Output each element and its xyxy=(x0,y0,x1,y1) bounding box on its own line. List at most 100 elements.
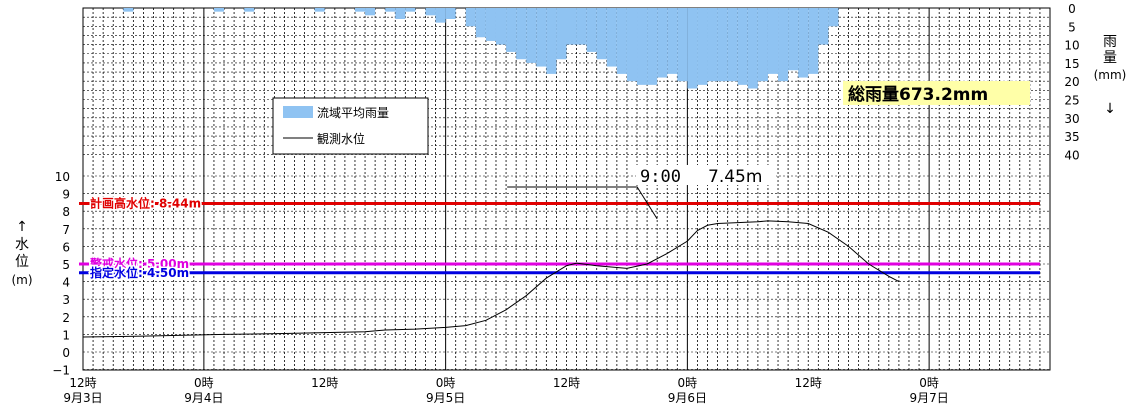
rain-bar xyxy=(778,8,789,82)
threshold-label-3: 指定水位: 4.50m xyxy=(90,265,189,280)
rain-bar xyxy=(495,8,507,45)
x-tick-date: 9月6日 xyxy=(668,391,707,405)
rain-bar xyxy=(747,8,758,89)
x-tick-time: 0時 xyxy=(194,376,214,390)
rain-bar xyxy=(818,8,829,45)
level-tick-label: 5 xyxy=(62,258,70,272)
rain-bar xyxy=(546,8,557,74)
level-axis-label-char: 位 xyxy=(15,254,29,270)
rain-bar xyxy=(576,8,587,45)
rain-bar xyxy=(435,8,446,23)
water-level-line xyxy=(82,220,900,338)
rain-bar xyxy=(637,8,648,85)
level-axis-label-char: 水 xyxy=(15,237,29,253)
level-tick-label: 1 xyxy=(62,328,70,342)
x-tick-date: 9月4日 xyxy=(184,391,223,405)
rain-bar xyxy=(767,8,779,74)
level-tick-label: 9 xyxy=(62,188,70,202)
rain-bar xyxy=(697,8,708,85)
rain-bar xyxy=(616,8,627,74)
grid xyxy=(82,7,1051,370)
rain-bar xyxy=(687,8,698,89)
annotation-bg xyxy=(636,165,776,185)
rain-bar xyxy=(536,8,547,67)
rain-bar xyxy=(465,8,476,27)
annotation-leader xyxy=(507,186,658,220)
level-tick-label: 3 xyxy=(62,293,70,307)
rain-axis-arrow: ↓ xyxy=(1104,101,1116,117)
rain-tick-label: 40 xyxy=(1064,148,1079,162)
rain-bar xyxy=(314,8,325,12)
level-tick-label: 2 xyxy=(62,311,70,325)
legend-rain-swatch xyxy=(283,106,313,118)
rain-bar xyxy=(506,8,517,52)
rain-bar xyxy=(667,8,678,74)
level-tick-label: 6 xyxy=(62,240,70,254)
rain-bar xyxy=(395,8,406,19)
rain-bar xyxy=(354,8,366,12)
level-tick-label: −1 xyxy=(52,364,70,378)
level-tick-label: 10 xyxy=(55,170,70,184)
rain-tick-label: 5 xyxy=(1068,20,1076,34)
rain-bar xyxy=(566,8,577,45)
x-tick-time: 12時 xyxy=(795,376,822,390)
rain-bar xyxy=(385,8,396,12)
x-tick-time: 0時 xyxy=(919,376,939,390)
rain-axis-unit: (mm) xyxy=(1094,68,1127,82)
rain-bar xyxy=(516,8,527,60)
rain-bar xyxy=(596,8,607,60)
x-tick-time: 0時 xyxy=(678,376,698,390)
total-rain-label: 総雨量673.2mm xyxy=(848,84,988,105)
rain-tick-label: 10 xyxy=(1064,39,1079,53)
annotation-time: 9:00 xyxy=(640,167,681,187)
rain-bar xyxy=(717,8,728,82)
rain-bar xyxy=(586,8,597,52)
level-tick-label: 7 xyxy=(62,223,70,237)
rain-bar xyxy=(808,8,819,74)
level-axis-arrow: ↑ xyxy=(16,219,28,235)
rain-bar xyxy=(788,8,799,71)
level-axis-unit: (m) xyxy=(11,273,32,287)
x-tick-date: 9月7日 xyxy=(909,391,948,405)
rain-bar xyxy=(405,8,416,12)
rain-bar xyxy=(365,8,376,16)
rain-bar xyxy=(657,8,668,78)
rain-axis-label-char: 雨 xyxy=(1103,34,1117,50)
x-tick-time: 12時 xyxy=(69,376,96,390)
rain-bar xyxy=(606,8,617,67)
rain-bar xyxy=(475,8,486,38)
threshold-label-2: 警戒水位: 5.00m xyxy=(89,256,189,271)
threshold-label-1: 計画高水位: 8.44m xyxy=(90,195,201,210)
rain-bar xyxy=(213,8,225,12)
level-tick-label: 8 xyxy=(62,205,70,219)
x-tick-date: 9月3日 xyxy=(63,391,102,405)
rain-bar xyxy=(123,8,134,12)
annotation-value: 7.45m xyxy=(708,167,762,187)
rain-bar xyxy=(828,8,839,27)
rain-bar xyxy=(626,8,638,82)
rain-tick-label: 0 xyxy=(1068,2,1076,16)
rain-axis-label-char: 量 xyxy=(1103,50,1117,66)
rain-bar xyxy=(485,8,496,41)
rain-bar xyxy=(727,8,738,82)
rain-bar xyxy=(425,8,436,16)
rain-tick-label: 15 xyxy=(1064,57,1079,71)
rain-tick-label: 35 xyxy=(1064,130,1079,144)
x-tick-time: 0時 xyxy=(436,376,456,390)
rain-bar xyxy=(798,8,809,78)
rain-bar xyxy=(445,8,456,19)
rain-bar xyxy=(556,8,567,60)
rain-bar xyxy=(677,8,688,82)
legend-level-label: 観測水位 xyxy=(317,131,365,146)
rain-tick-label: 25 xyxy=(1064,94,1079,108)
level-tick-label: 0 xyxy=(62,346,70,360)
x-tick-date: 9月5日 xyxy=(426,391,465,405)
rain-bar xyxy=(737,8,748,85)
rain-tick-label: 30 xyxy=(1064,112,1079,126)
rain-bar xyxy=(757,8,768,82)
rain-bar xyxy=(244,8,255,12)
level-tick-label: 4 xyxy=(62,276,70,290)
legend-rain-label: 流域平均雨量 xyxy=(317,106,389,120)
